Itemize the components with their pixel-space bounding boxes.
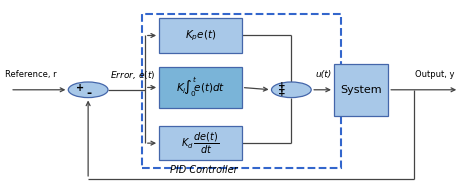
FancyBboxPatch shape [334,64,388,116]
Text: System: System [340,85,382,95]
Text: $K_i\!\int_0^t\! e(t)dt$: $K_i\!\int_0^t\! e(t)dt$ [176,76,225,99]
Text: +: + [75,82,84,93]
Circle shape [68,82,108,98]
Text: +: + [278,85,286,94]
Text: Output, y: Output, y [415,70,455,79]
Text: Error, $e(t)$: Error, $e(t)$ [110,69,155,81]
FancyBboxPatch shape [159,18,242,53]
Text: PID Controller: PID Controller [170,165,238,175]
FancyBboxPatch shape [159,126,242,160]
Text: $K_p e(t)$: $K_p e(t)$ [185,28,216,43]
FancyBboxPatch shape [159,67,242,108]
Text: -: - [87,87,91,100]
Text: +: + [278,81,286,90]
Text: Reference, r: Reference, r [5,70,57,79]
Text: +: + [278,89,286,98]
Text: u(t): u(t) [316,70,332,79]
Circle shape [272,82,311,98]
Text: $K_d\,\dfrac{de(t)}{dt}$: $K_d\,\dfrac{de(t)}{dt}$ [181,131,219,156]
